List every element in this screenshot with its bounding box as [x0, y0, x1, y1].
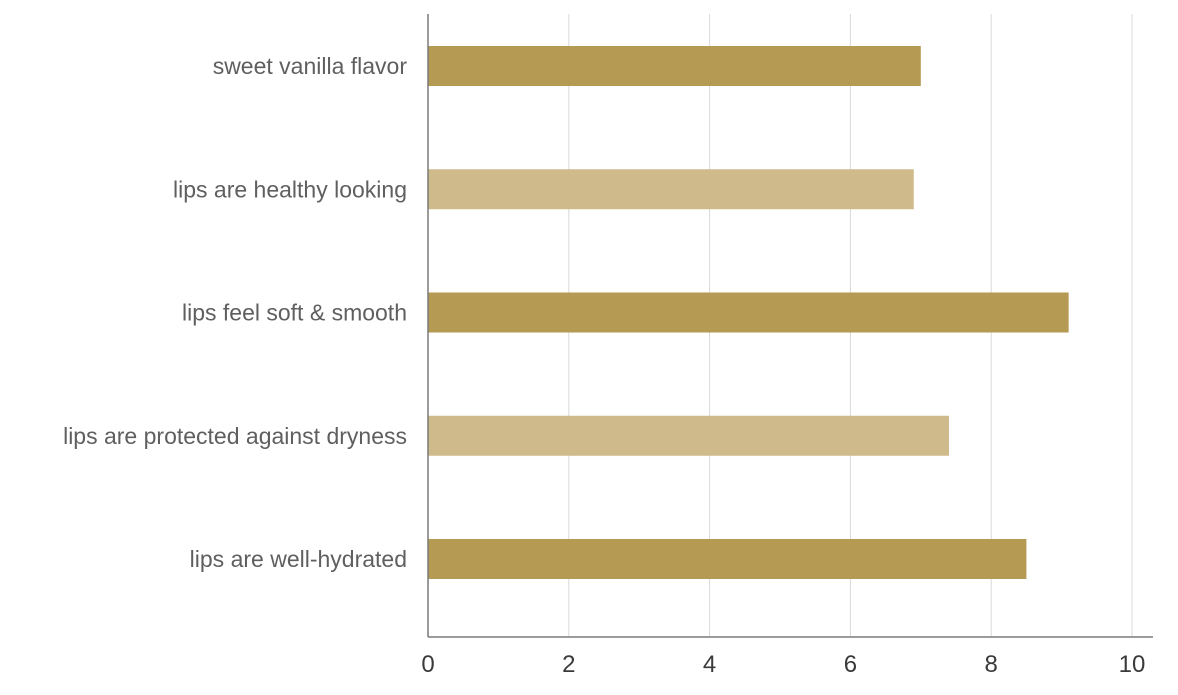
axis-layer [427, 14, 1153, 638]
x-tick-label: 10 [1119, 651, 1146, 678]
bar [428, 415, 949, 456]
category-label: lips are healthy looking [173, 176, 407, 202]
x-tick-label: 4 [703, 651, 716, 678]
category-label: sweet vanilla flavor [213, 53, 408, 79]
bar [428, 169, 914, 210]
x-tick-label: 8 [985, 651, 998, 678]
bar [428, 46, 921, 86]
bar-layer [428, 46, 1069, 579]
x-tick-label: 6 [844, 651, 857, 678]
category-label: lips are protected against dryness [63, 423, 407, 449]
x-tick-label: 0 [421, 651, 434, 678]
category-label: lips feel soft & smooth [182, 300, 407, 326]
label-layer: 0 2 4 6 8 10 sweet vanilla flavor lips are heal… [63, 53, 1145, 678]
category-label: lips are well-hydrated [190, 546, 407, 572]
x-tick-label: 2 [562, 651, 575, 678]
bar [428, 539, 1027, 579]
bar [428, 292, 1069, 333]
